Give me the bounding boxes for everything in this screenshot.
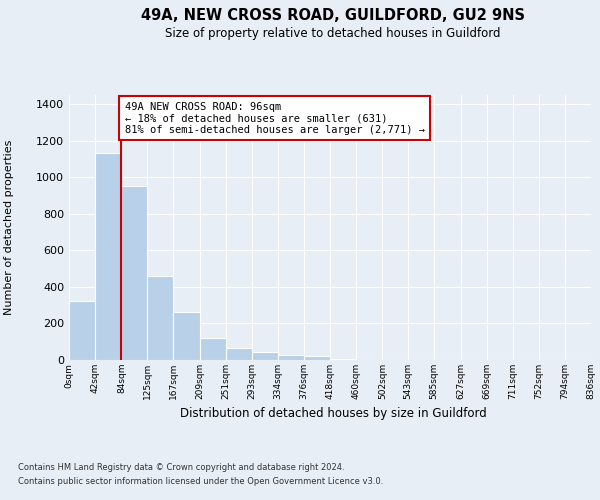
Text: Distribution of detached houses by size in Guildford: Distribution of detached houses by size … <box>179 408 487 420</box>
Bar <box>95 154 121 360</box>
Text: 49A NEW CROSS ROAD: 96sqm
← 18% of detached houses are smaller (631)
81% of semi: 49A NEW CROSS ROAD: 96sqm ← 18% of detac… <box>125 102 425 135</box>
Text: Contains HM Land Registry data © Crown copyright and database right 2024.: Contains HM Land Registry data © Crown c… <box>18 462 344 471</box>
Bar <box>121 186 147 360</box>
Bar <box>330 359 356 360</box>
Bar <box>199 338 226 360</box>
Text: 49A, NEW CROSS ROAD, GUILDFORD, GU2 9NS: 49A, NEW CROSS ROAD, GUILDFORD, GU2 9NS <box>141 8 525 22</box>
Text: Number of detached properties: Number of detached properties <box>4 140 14 315</box>
Bar <box>226 348 252 360</box>
Bar <box>252 352 278 360</box>
Bar <box>147 276 173 360</box>
Text: Size of property relative to detached houses in Guildford: Size of property relative to detached ho… <box>165 28 501 40</box>
Text: Contains public sector information licensed under the Open Government Licence v3: Contains public sector information licen… <box>18 478 383 486</box>
Bar <box>69 300 95 360</box>
Bar <box>173 312 199 360</box>
Bar <box>278 356 304 360</box>
Bar <box>304 356 330 360</box>
